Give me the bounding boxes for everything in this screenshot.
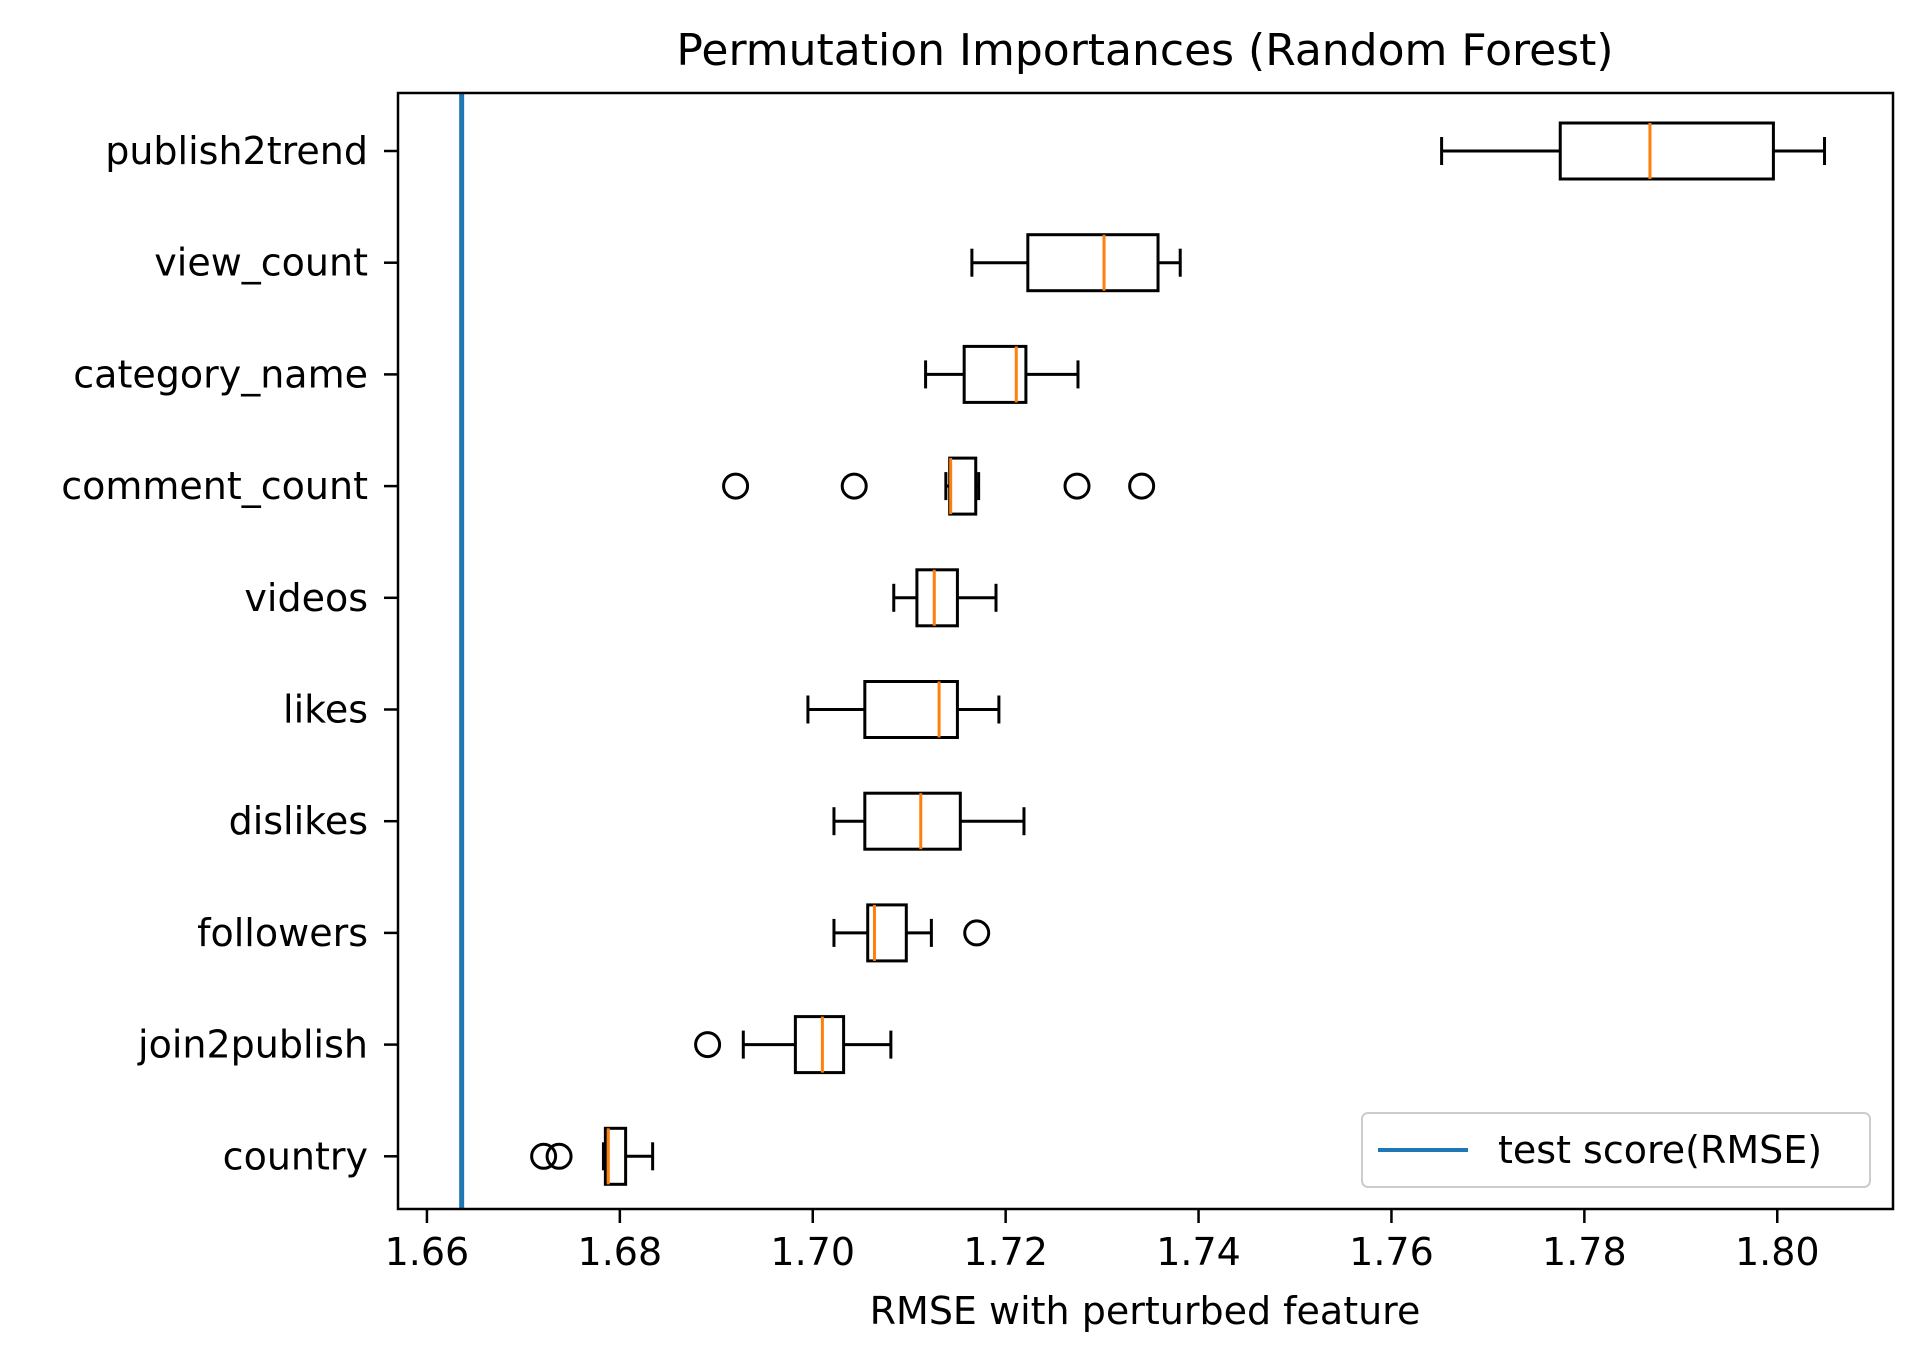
- x-tick-label: 1.78: [1542, 1230, 1627, 1274]
- y-tick-label: country: [223, 1134, 368, 1178]
- iqr-box: [1026, 233, 1160, 293]
- y-tick-label: comment_count: [61, 464, 368, 508]
- x-tick-label: 1.72: [963, 1230, 1048, 1274]
- iqr-box: [915, 568, 959, 628]
- y-tick-label: videos: [244, 576, 368, 620]
- x-tick-label: 1.70: [770, 1230, 855, 1274]
- outlier-point: [840, 472, 868, 500]
- chart-title: Permutation Importances (Random Forest): [676, 25, 1613, 76]
- x-axis: 1.66 1.68 1.70 1.72 1.74 1.76 1.78 1.80: [385, 1209, 1820, 1274]
- plot-frame: [396, 91, 1895, 1211]
- x-tick-label: 1.68: [578, 1230, 663, 1274]
- y-tick-label: category_name: [73, 352, 368, 396]
- box-publish2trend: [1440, 121, 1827, 181]
- x-tick-label: 1.80: [1735, 1230, 1820, 1274]
- outlier-point: [963, 919, 991, 947]
- outlier-point: [530, 1142, 558, 1170]
- x-tick-label: 1.74: [1156, 1230, 1241, 1274]
- box-comment_count: [722, 456, 1156, 516]
- outlier-point: [722, 472, 750, 500]
- box-join2publish: [694, 1015, 893, 1075]
- x-tick-label: 1.66: [385, 1230, 470, 1274]
- legend: test score(RMSE): [1361, 1112, 1871, 1188]
- legend-frame: [1361, 1112, 1871, 1188]
- box-view_count: [970, 233, 1182, 293]
- y-tick-label: publish2trend: [105, 129, 368, 173]
- x-axis-label: RMSE with perturbed feature: [870, 1289, 1421, 1333]
- outlier-point: [694, 1031, 722, 1059]
- iqr-box: [1558, 121, 1775, 181]
- iqr-box: [863, 680, 959, 739]
- box-videos: [892, 568, 998, 628]
- y-tick-label: likes: [283, 688, 368, 732]
- box-likes: [806, 680, 1001, 739]
- box-followers: [832, 903, 991, 963]
- outlier-point: [1063, 472, 1091, 500]
- iqr-box: [793, 1015, 846, 1075]
- y-tick-label: followers: [197, 911, 368, 955]
- legend-label: test score(RMSE): [1498, 1128, 1822, 1172]
- box-dislikes: [832, 791, 1026, 851]
- box-country: [530, 1126, 655, 1186]
- y-axis: publish2trend view_count category_namecomm…: [61, 129, 398, 1178]
- iqr-box: [948, 456, 978, 516]
- iqr-box: [866, 903, 908, 963]
- iqr-box: [863, 791, 962, 851]
- x-tick-label: 1.76: [1349, 1230, 1434, 1274]
- y-tick-label: dislikes: [229, 799, 368, 843]
- outlier-point: [545, 1142, 573, 1170]
- iqr-box: [962, 344, 1028, 404]
- box-category_name: [924, 344, 1080, 404]
- y-tick-label: join2publish: [137, 1023, 368, 1067]
- iqr-box: [603, 1126, 628, 1186]
- y-tick-label: view_count: [154, 241, 368, 285]
- plot-area: [396, 91, 1895, 1211]
- outlier-point: [1128, 472, 1156, 500]
